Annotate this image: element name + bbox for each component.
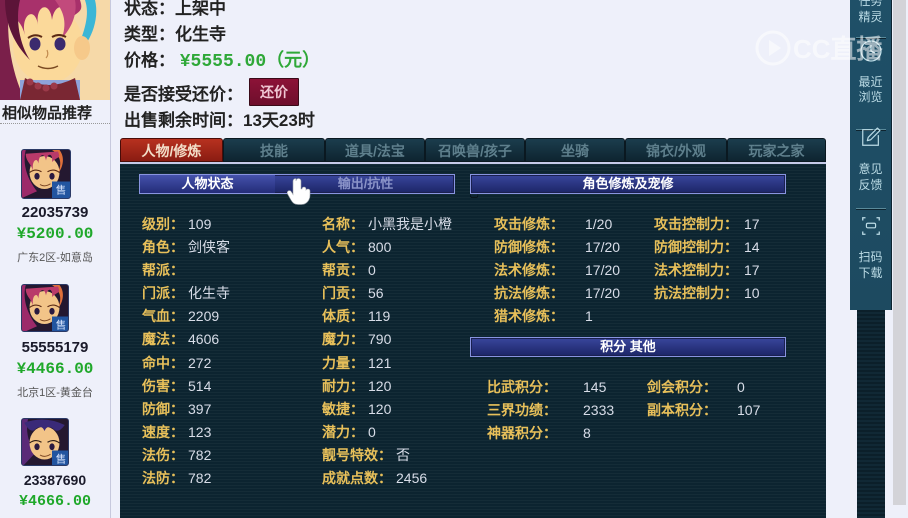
- svg-text:售: 售: [56, 184, 67, 197]
- svg-text:售: 售: [56, 453, 67, 466]
- svg-text:售: 售: [56, 319, 67, 332]
- svg-text:CC直播: CC直播: [793, 34, 884, 64]
